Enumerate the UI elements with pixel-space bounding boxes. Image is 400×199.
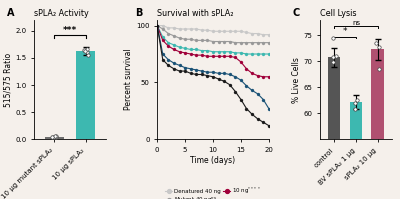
Point [333, 55, 339, 58]
Text: Cell Lysis: Cell Lysis [320, 9, 356, 18]
X-axis label: Time (days): Time (days) [190, 156, 236, 165]
Bar [350, 102, 362, 199]
Text: A: A [7, 8, 14, 18]
Y-axis label: % Live Cells: % Live Cells [292, 57, 300, 102]
Point [354, 99, 360, 102]
Point [84, 51, 90, 54]
Bar [328, 57, 340, 199]
Point [330, 56, 336, 59]
Point [352, 108, 358, 111]
Bar [76, 51, 95, 139]
Point [85, 54, 91, 57]
Point [330, 61, 336, 64]
Text: sPLA₂ Activity: sPLA₂ Activity [34, 9, 89, 18]
Text: *: * [343, 27, 347, 36]
Text: ns: ns [352, 20, 360, 26]
Bar [372, 50, 384, 199]
Point [51, 135, 57, 138]
Point [373, 42, 380, 45]
Point [53, 135, 59, 138]
Point [330, 36, 336, 40]
Point [81, 48, 87, 51]
Legend: Denatured 40 ng, Mutant 40 ng$^{ns}$, 5 ng$^{****}$, 10 ng$^{****}$, 20 ng$^{***: Denatured 40 ng, Mutant 40 ng$^{ns}$, 5 … [163, 184, 263, 199]
Y-axis label: Percent survival: Percent survival [124, 49, 133, 110]
Text: Survival with sPLA₂: Survival with sPLA₂ [157, 9, 234, 18]
Point [52, 135, 58, 138]
Y-axis label: 515/575 Ratio: 515/575 Ratio [3, 53, 12, 107]
Point [376, 45, 382, 49]
Bar [45, 137, 64, 139]
Text: C: C [292, 8, 300, 18]
Text: B: B [135, 8, 142, 18]
Point [82, 50, 89, 53]
Point [52, 136, 59, 139]
Point [352, 101, 358, 104]
Text: ***: *** [63, 25, 77, 35]
Point [376, 68, 382, 71]
Point [84, 47, 90, 50]
Point [49, 135, 56, 139]
